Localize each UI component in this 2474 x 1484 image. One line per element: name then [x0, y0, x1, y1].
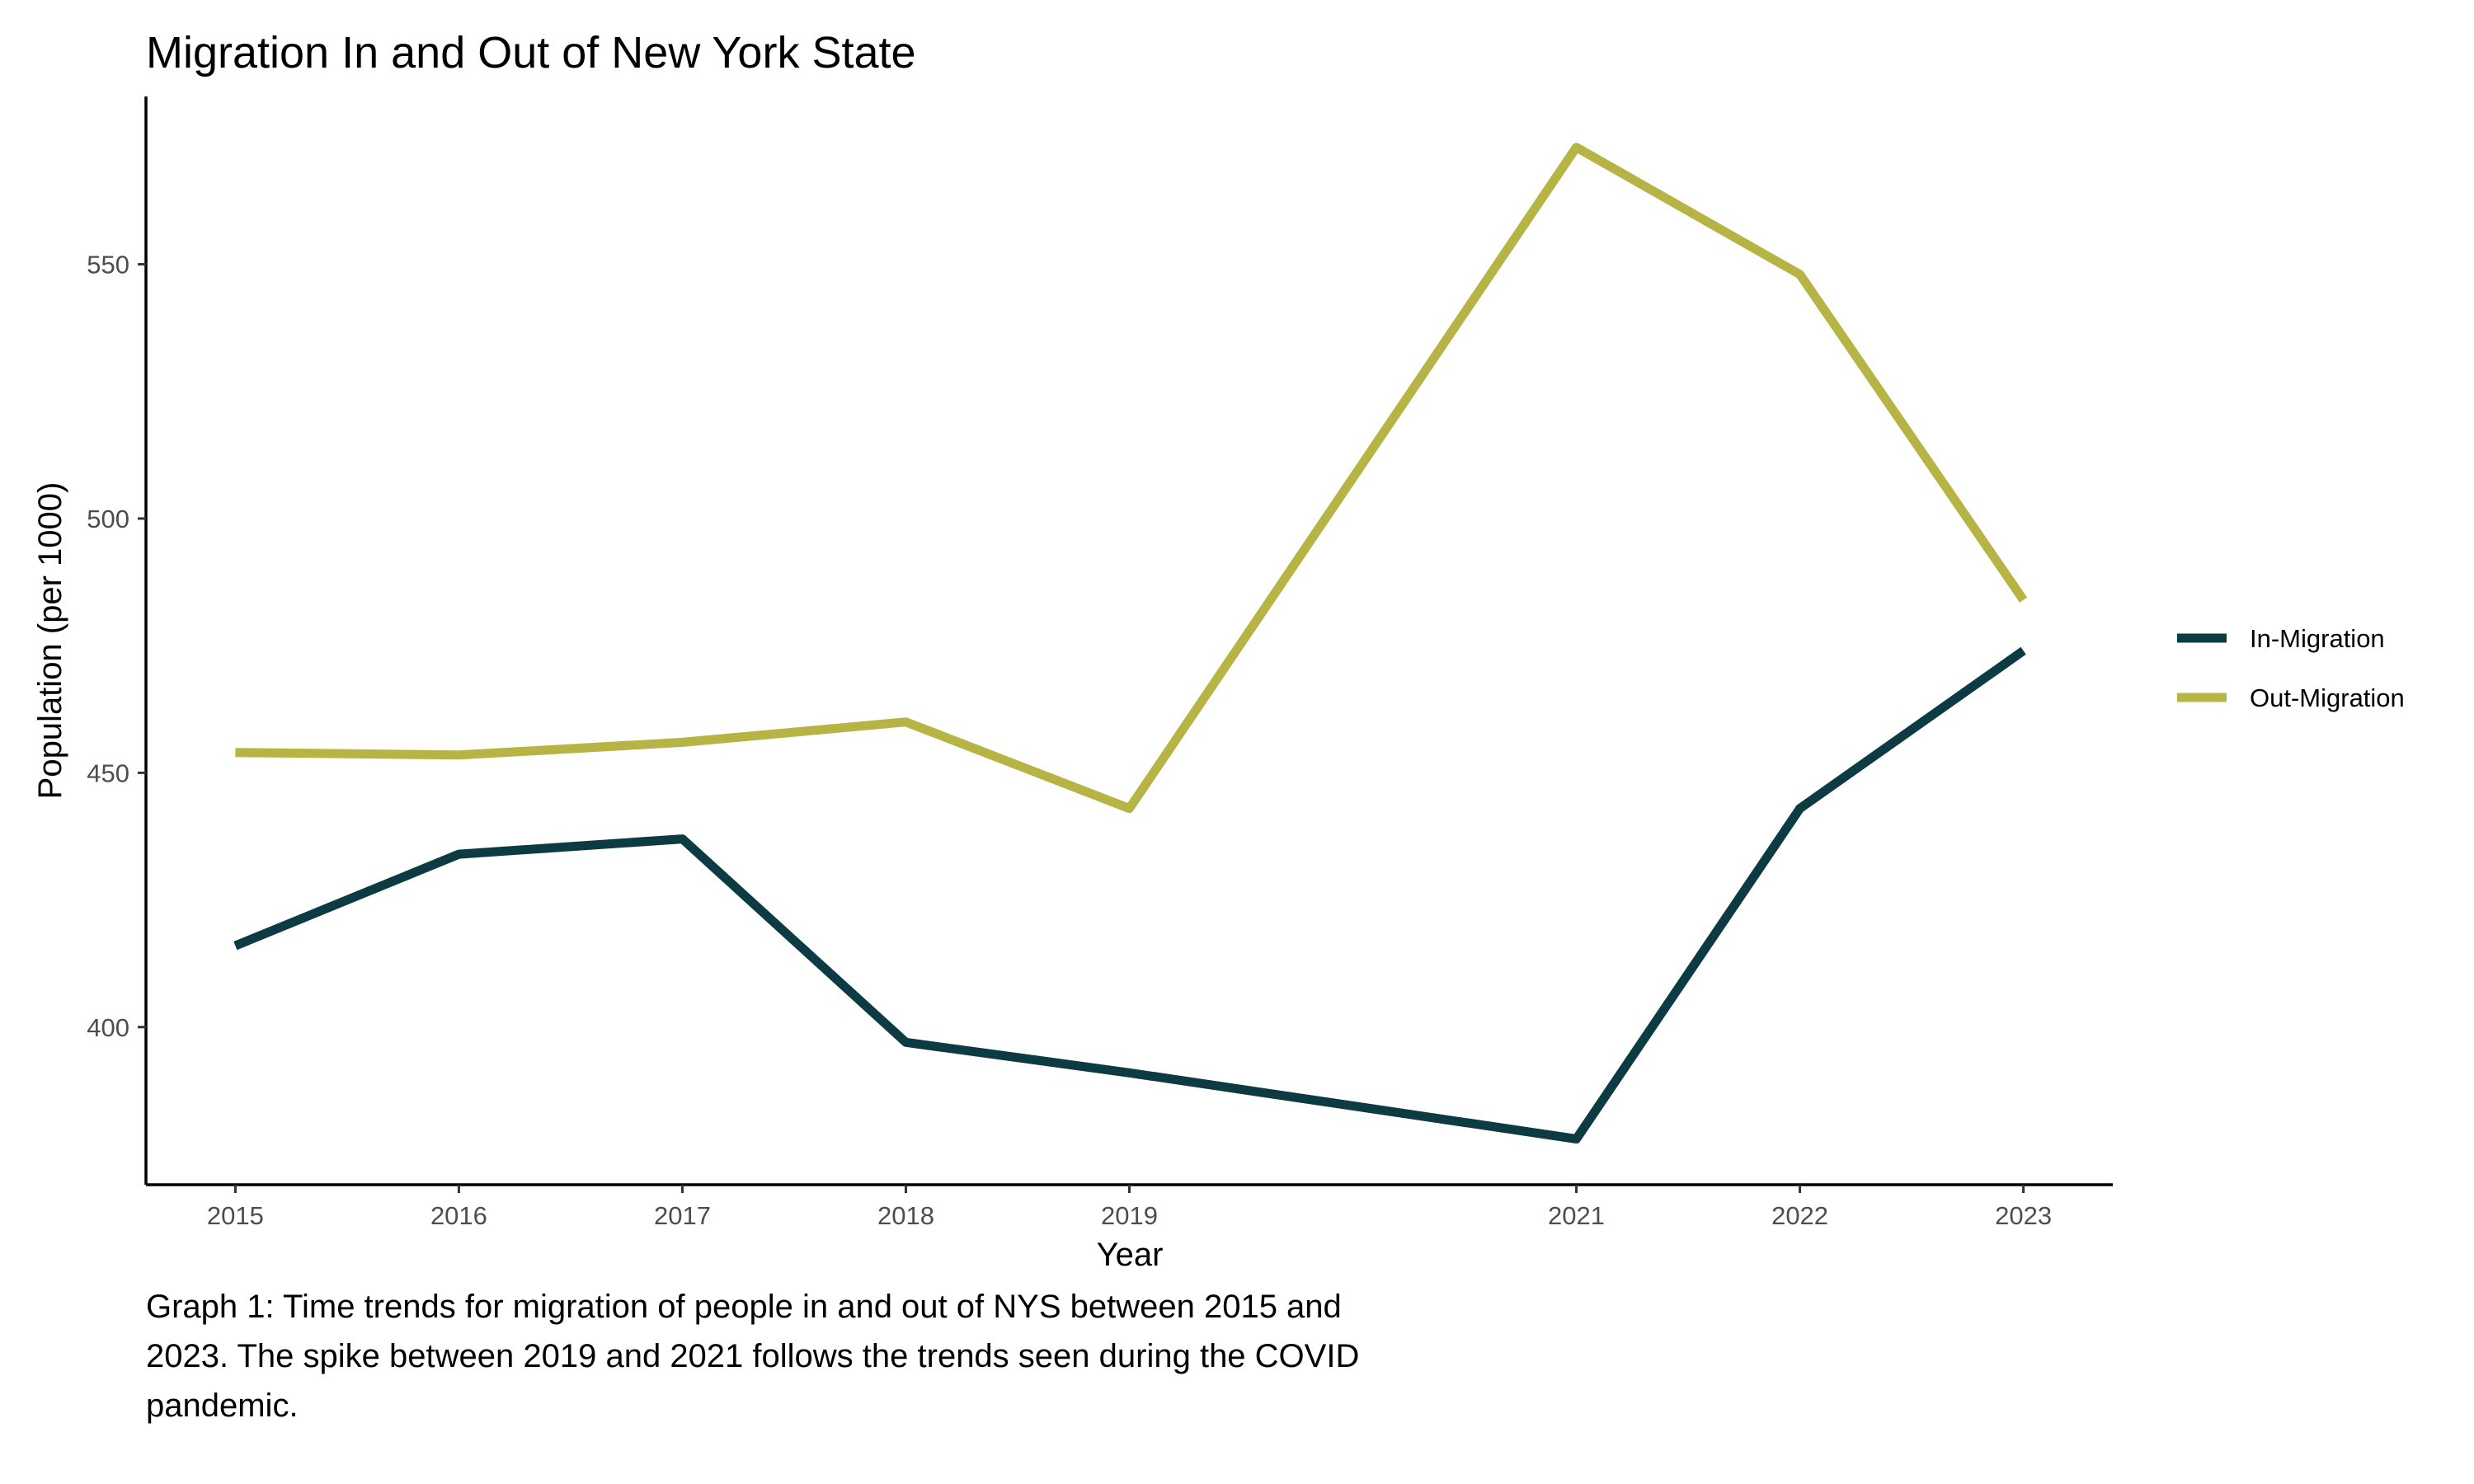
series-line-in-migration	[233, 646, 2026, 1144]
x-tick-label: 2022	[1771, 1201, 1828, 1230]
x-tick-label: 2019	[1101, 1201, 1158, 1230]
y-tick-label: 500	[87, 505, 129, 533]
y-axis-title: Population (per 1000)	[32, 482, 68, 800]
legend-label-out-migration: Out-Migration	[2250, 683, 2405, 712]
x-axis-ticks: 2015 2016 2017 2018 2019 2021 2022 2023	[207, 1185, 2052, 1230]
y-tick-label: 400	[87, 1013, 129, 1042]
x-tick-label: 2016	[430, 1201, 487, 1230]
x-tick-label: 2021	[1548, 1201, 1605, 1230]
x-tick-label: 2017	[654, 1201, 711, 1230]
y-tick-label: 550	[87, 251, 129, 279]
y-axis-ticks: 400 450 500 550	[87, 251, 146, 1042]
x-tick-label: 2015	[207, 1201, 264, 1230]
series-line-out-migration	[235, 143, 2028, 814]
legend-label-in-migration: In-Migration	[2250, 624, 2385, 653]
x-tick-label: 2018	[877, 1201, 934, 1230]
y-tick-label: 450	[87, 758, 129, 787]
legend: In-Migration Out-Migration	[2177, 624, 2405, 712]
series-lines	[233, 143, 2028, 1144]
x-axis-title: Year	[1097, 1237, 1164, 1273]
chart-title: Migration In and Out of New York State	[146, 28, 916, 77]
x-tick-label: 2023	[1995, 1201, 2052, 1230]
figure-caption: Graph 1: Time trends for migration of pe…	[146, 1289, 1360, 1424]
